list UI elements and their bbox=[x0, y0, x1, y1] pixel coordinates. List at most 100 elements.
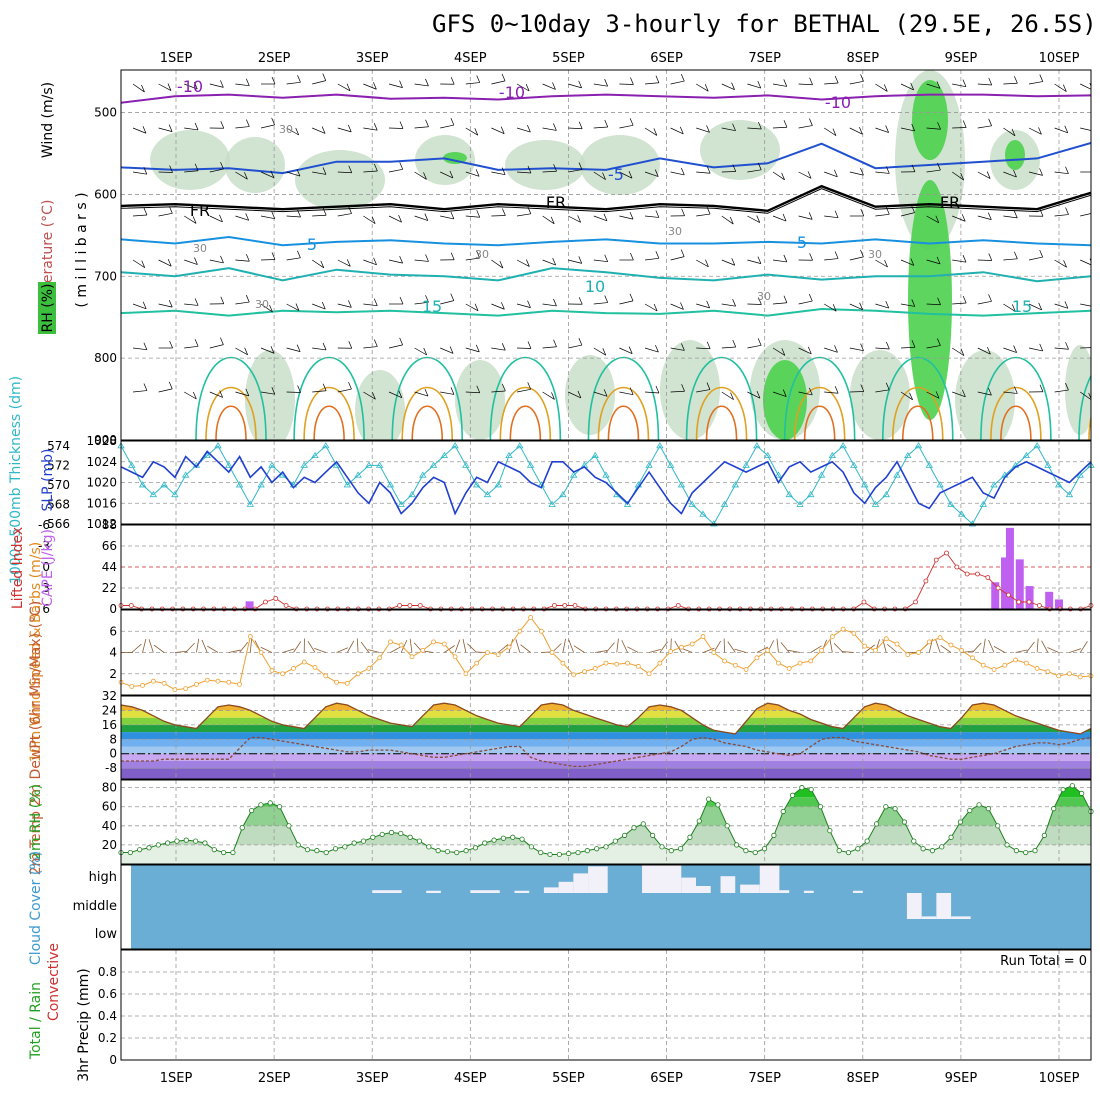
wind-speed-point bbox=[862, 643, 868, 649]
temp-contour-20 bbox=[303, 386, 355, 440]
wind-barb bbox=[132, 214, 147, 217]
wind-barb-flag bbox=[705, 259, 709, 267]
wind-barb-flag bbox=[398, 390, 403, 398]
wind-barb bbox=[644, 215, 659, 218]
wind-speed-point bbox=[485, 650, 490, 655]
wind-barb bbox=[158, 259, 172, 267]
cloud-high-gap bbox=[642, 865, 682, 893]
rh-point bbox=[780, 808, 786, 815]
cape-tick-label: 88 bbox=[102, 518, 117, 532]
wind-barb-flag bbox=[704, 84, 709, 92]
wind-barb-flag bbox=[1013, 345, 1017, 353]
rh-point bbox=[864, 838, 870, 844]
wind-barb bbox=[798, 125, 813, 129]
wind-barb-flag bbox=[885, 207, 890, 215]
wind-barb-flag bbox=[499, 260, 504, 269]
rh-point bbox=[183, 837, 189, 843]
rh-point bbox=[165, 840, 171, 846]
contour-label: -10 bbox=[177, 77, 203, 96]
wind-barb-flag bbox=[578, 162, 583, 170]
rh-point bbox=[370, 834, 376, 840]
wind-barb-flag bbox=[271, 387, 276, 395]
wind-barb-flag bbox=[450, 293, 455, 301]
rh-point bbox=[556, 851, 562, 858]
wind-barb bbox=[414, 347, 427, 356]
wind-barb bbox=[542, 259, 556, 266]
wind-barb-flag bbox=[1090, 340, 1091, 341]
thickness-point bbox=[656, 442, 664, 449]
wind-speed-point bbox=[808, 658, 814, 664]
wind-barb-flag bbox=[758, 121, 762, 130]
wind-barb bbox=[1028, 347, 1043, 352]
wind-barb bbox=[260, 215, 275, 220]
wind-barb bbox=[235, 171, 248, 180]
panel-frame bbox=[120, 609, 1092, 696]
panel-frame bbox=[120, 695, 1092, 780]
wind-barb bbox=[1003, 303, 1016, 312]
wind-barb-flag bbox=[987, 346, 991, 355]
wind-barb-flag bbox=[399, 80, 403, 88]
wind-speed-point bbox=[571, 672, 577, 678]
wind-barb bbox=[388, 215, 402, 223]
wind-barb bbox=[312, 303, 326, 310]
wind-barb bbox=[568, 215, 581, 223]
wind-barb-flag bbox=[886, 166, 890, 174]
date-label-top: 6SEP bbox=[650, 51, 683, 66]
lifted-point bbox=[572, 603, 578, 608]
wind-barb-flag bbox=[1064, 125, 1069, 133]
wind-barb bbox=[747, 83, 761, 89]
lifted-point bbox=[397, 603, 403, 608]
date-label-bottom: 6SEP bbox=[650, 1071, 683, 1086]
wind-barb bbox=[621, 640, 628, 653]
wind-barb-flag bbox=[425, 295, 429, 303]
wind-barb bbox=[670, 390, 685, 393]
wind-barb-flag bbox=[502, 383, 506, 392]
wind-barb bbox=[935, 639, 941, 653]
temp-contour-25 bbox=[313, 405, 345, 440]
wind-barb bbox=[184, 83, 198, 90]
rh-point bbox=[286, 823, 292, 829]
wind-barb-flag bbox=[143, 383, 148, 391]
wind-barb bbox=[520, 644, 531, 653]
contour-label: 30 bbox=[668, 225, 682, 238]
wind-barb bbox=[209, 344, 224, 349]
wind-barb-flag bbox=[603, 389, 608, 397]
rh-point bbox=[584, 848, 590, 854]
cloud-high-gap bbox=[470, 890, 500, 893]
wind-barb bbox=[209, 259, 224, 264]
cloud-mid-gap bbox=[951, 916, 971, 919]
wind-barb bbox=[235, 215, 249, 221]
wind-barb-flag bbox=[1013, 169, 1017, 178]
wind-barb-flag bbox=[501, 302, 505, 310]
precip-tick-label: 0 bbox=[109, 1053, 117, 1067]
panel-frame bbox=[120, 69, 1092, 441]
rh-point bbox=[323, 849, 329, 856]
wind-barb bbox=[440, 300, 454, 305]
wind-barb-flag bbox=[168, 124, 173, 132]
wind-barb-flag bbox=[220, 80, 224, 88]
wind-barb-flag bbox=[603, 213, 608, 221]
wind-barb-flag bbox=[628, 346, 633, 354]
wind-speed-point bbox=[237, 681, 242, 687]
wind-speed-point bbox=[829, 634, 835, 639]
wind-barb bbox=[926, 259, 941, 265]
rh-point bbox=[528, 844, 534, 850]
rh-band bbox=[121, 806, 1091, 826]
wind-barb bbox=[568, 169, 583, 173]
cape-bar bbox=[991, 582, 1000, 609]
temp-contour-25 bbox=[411, 405, 444, 440]
wind-barb bbox=[465, 257, 480, 261]
wind-barb bbox=[286, 347, 301, 352]
thickness-point bbox=[268, 461, 276, 468]
wind-barb bbox=[721, 346, 736, 349]
rh-point bbox=[258, 802, 264, 808]
wind-barb bbox=[1028, 81, 1043, 85]
wind-barb-flag bbox=[604, 79, 608, 87]
wind-barb bbox=[649, 648, 661, 653]
wind-barb-flag bbox=[1089, 258, 1091, 262]
ua-rh-label: RH (%) bbox=[40, 284, 56, 333]
temp-contour-20 bbox=[499, 386, 552, 440]
wind-barb bbox=[207, 645, 219, 653]
wind-barb bbox=[1003, 127, 1016, 137]
wind-barb bbox=[977, 300, 992, 305]
